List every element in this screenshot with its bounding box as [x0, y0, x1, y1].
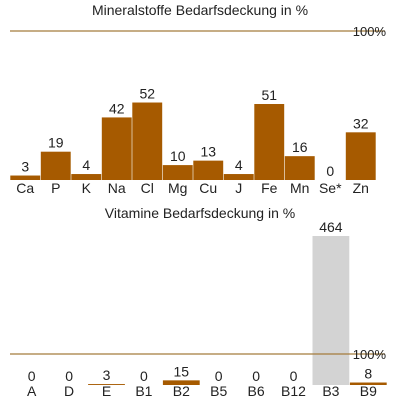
mineral-category-label: Mn — [290, 180, 309, 196]
mineral-category-label: K — [82, 180, 92, 196]
vitamin-category-label: B1 — [135, 383, 152, 399]
vitamin-category-label: B3 — [322, 383, 339, 399]
vitamin-category-label: B12 — [281, 383, 306, 399]
mineral-bar — [101, 117, 132, 180]
vitamin-value-label: 15 — [174, 363, 190, 379]
vitamin-category-label: B2 — [173, 383, 190, 399]
mineral-value-label: 3 — [21, 159, 29, 175]
vitamin-value-label: 464 — [319, 219, 343, 235]
vitamin-chart-title: Vitamine Bedarfsdeckung in % — [105, 205, 295, 221]
mineral-value-label: 52 — [139, 86, 155, 102]
mineral-bar — [284, 156, 315, 180]
vitamin-category-label: B6 — [248, 383, 265, 399]
mineral-category-label: P — [51, 180, 60, 196]
mineral-value-label: 10 — [170, 148, 186, 164]
mineral-category-label: Fe — [261, 180, 278, 196]
mineral-bar — [10, 175, 41, 180]
vitamin-value-label: 3 — [103, 367, 111, 383]
mineral-bar — [162, 165, 193, 180]
mineral-bar — [223, 174, 254, 180]
mineral-category-label: J — [235, 180, 242, 196]
vitamin-value-label: 0 — [28, 368, 36, 384]
mineral-category-label: Na — [108, 180, 126, 196]
mineral-category-label: Se* — [319, 180, 342, 196]
mineral-chart-title: Mineralstoffe Bedarfsdeckung in % — [92, 2, 308, 18]
mineral-value-label: 0 — [326, 163, 334, 179]
mineral-bar — [71, 174, 102, 180]
mineral-value-label: 13 — [200, 144, 216, 160]
vitamin-bar — [349, 382, 387, 385]
vitamin-reference-label: 100% — [353, 347, 387, 362]
mineral-value-label: 4 — [82, 157, 90, 173]
mineral-bar — [254, 104, 285, 180]
vitamin-category-label: A — [27, 383, 37, 399]
vitamin-category-label: E — [102, 383, 111, 399]
vitamin-category-label: B9 — [360, 383, 377, 399]
mineral-value-label: 32 — [353, 115, 369, 131]
mineral-value-label: 19 — [48, 135, 64, 151]
mineral-value-label: 42 — [109, 100, 125, 116]
vitamin-category-label: B5 — [210, 383, 227, 399]
mineral-value-label: 4 — [235, 157, 243, 173]
mineral-category-label: Cu — [199, 180, 217, 196]
mineral-value-label: 16 — [292, 139, 308, 155]
vitamin-bar — [162, 380, 200, 385]
mineral-category-label: Cl — [141, 180, 154, 196]
vitamin-bar — [88, 384, 125, 385]
mineral-bar — [40, 151, 71, 180]
mineral-value-label: 51 — [261, 87, 277, 103]
vitamin-value-label: 0 — [215, 368, 223, 384]
mineral-category-label: Mg — [168, 180, 187, 196]
mineral-bar — [193, 160, 224, 180]
vitamin-value-label: 0 — [252, 368, 260, 384]
mineral-category-label: Ca — [16, 180, 34, 196]
vitamin-value-label: 0 — [290, 368, 298, 384]
mineral-reference-label: 100% — [353, 24, 387, 39]
vitamin-bar — [312, 236, 350, 385]
mineral-category-label: Zn — [353, 180, 369, 196]
mineral-bar — [132, 102, 163, 180]
vitamin-value-label: 0 — [65, 368, 73, 384]
vitamin-category-label: D — [64, 383, 74, 399]
vitamin-value-label: 8 — [364, 366, 372, 382]
mineral-bar — [345, 132, 376, 180]
vitamin-value-label: 0 — [140, 368, 148, 384]
